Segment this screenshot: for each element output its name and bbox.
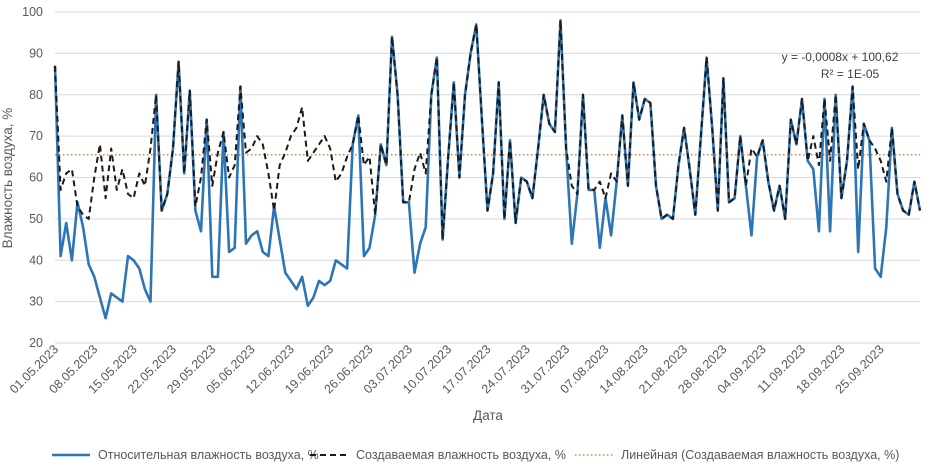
x-axis-ticks: 01.05.202308.05.202315.05.202322.05.2023… xyxy=(7,342,887,396)
series-group xyxy=(53,19,922,320)
y-tick-label: 40 xyxy=(29,253,43,267)
y-tick-label: 80 xyxy=(29,88,43,102)
y-tick-label: 90 xyxy=(29,46,43,60)
legend-label: Создаваемая влажность воздуха, % xyxy=(356,448,566,462)
y-axis-title: Влажность воздуха, % xyxy=(0,108,15,249)
y-tick-label: 20 xyxy=(29,336,43,350)
y-tick-label: 100 xyxy=(22,5,43,19)
y-tick-label: 30 xyxy=(29,295,43,309)
y-tick-label: 60 xyxy=(29,171,43,185)
legend-label: Линейная (Создаваемая влажность воздуха,… xyxy=(621,448,899,462)
series-created-humidity-line xyxy=(54,19,921,241)
y-axis-ticks: 20 30 40 50 60 70 80 90 100 xyxy=(22,5,43,350)
x-axis-title: Дата xyxy=(473,408,503,423)
legend: Относительная влажность воздуха, % Создав… xyxy=(52,448,899,462)
y-tick-label: 70 xyxy=(29,129,43,143)
trendline-r-squared: R² = 1E-05 xyxy=(821,67,880,81)
gridlines xyxy=(55,11,920,303)
legend-label: Относительная влажность воздуха, % xyxy=(98,448,319,462)
trendline-equation: y = -0,0008x + 100,62 xyxy=(782,50,899,64)
y-tick-label: 50 xyxy=(29,212,43,226)
